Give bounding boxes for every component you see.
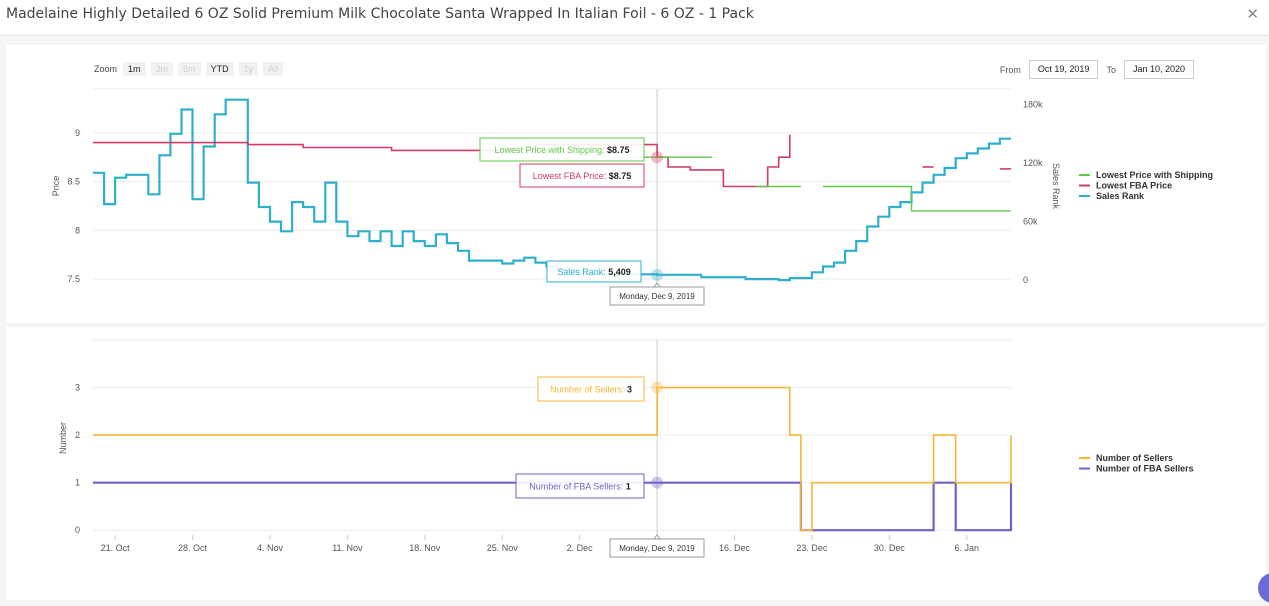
zoom-3m-button[interactable]: 3m <box>150 62 174 76</box>
page-title: Madelaine Highly Detailed 6 OZ Solid Pre… <box>6 6 754 22</box>
rank-hover-marker <box>651 268 664 281</box>
bottom-y-tick-label: 0 <box>75 525 80 535</box>
legend-item: Lowest Price with Shipping <box>1096 170 1213 180</box>
top-date-tooltip-pointer <box>653 282 661 288</box>
zoom-1m-button[interactable]: 1m <box>123 62 146 76</box>
close-icon[interactable]: ✕ <box>1246 6 1259 23</box>
x-tick-label: 28. Oct <box>178 543 208 553</box>
tooltip-sellers: Number of Sellers: 3 <box>537 376 645 402</box>
tooltip-fba-value: $8.75 <box>609 171 632 181</box>
tooltip-rank-box <box>546 260 642 283</box>
tooltip-rank-label: Sales Rank: <box>557 267 608 277</box>
tooltip-sellers-value: 3 <box>627 385 632 395</box>
top-y2-tick-label: 0 <box>1023 275 1028 285</box>
tooltip-sellers-box <box>537 376 645 402</box>
x-tick-label: 4. Nov <box>257 543 284 553</box>
top-y-tick-label: 8.5 <box>67 177 80 187</box>
tooltip-fba-text: Lowest FBA Price: $8.75 <box>533 171 632 181</box>
bottom-date-tooltip-pointer <box>653 534 661 540</box>
sellers-hover-marker <box>651 381 664 394</box>
fba-sellers-hover-marker <box>651 476 664 489</box>
top-date-tooltip: Monday, Dec 9, 2019 <box>609 282 705 306</box>
tooltip-shipping: Lowest Price with Shipping: $8.75 <box>479 137 645 162</box>
tooltip-shipping-box <box>479 137 645 162</box>
date-range: From Oct 19, 2019 To Jan 10, 2020 <box>992 60 1194 79</box>
fba-hover-marker <box>651 151 664 164</box>
bottom-date-tooltip: Monday, Dec 9, 2019 <box>609 534 705 558</box>
from-label: From <box>999 64 1021 75</box>
tooltip-sellers-label: Number of Sellers: <box>550 385 627 395</box>
bottom-y-tick-label: 2 <box>75 430 80 440</box>
x-tick-label: 25. Nov <box>487 543 519 553</box>
sales-rank-axis-label: Sales Rank <box>1051 163 1061 210</box>
x-tick-label: 11. Nov <box>332 543 363 553</box>
tooltip-rank: Sales Rank: 5,409 <box>546 260 642 283</box>
top-y-tick-label: 9 <box>75 128 80 138</box>
from-date-input[interactable]: Oct 19, 2019 <box>1028 60 1099 79</box>
top-y2-tick-label: 60k <box>1023 217 1038 227</box>
tooltip-fba-sellers-text: Number of FBA Sellers: 1 <box>529 482 631 492</box>
x-tick-label: 30. Dec <box>874 543 906 553</box>
tooltip-shipping-text: Lowest Price with Shipping: $8.75 <box>494 145 629 155</box>
to-label: To <box>1106 64 1116 75</box>
legend-item: Number of Sellers <box>1096 453 1173 463</box>
tooltip-shipping-label: Lowest Price with Shipping: <box>494 145 607 155</box>
x-tick-label: 23. Dec <box>796 543 828 553</box>
price-axis-label: Price <box>51 176 61 197</box>
x-tick-label: 6. Jan <box>954 543 979 553</box>
tooltip-fba-box <box>519 163 645 188</box>
bottom-y-tick-label: 3 <box>75 383 80 393</box>
zoom-all-button[interactable]: All <box>263 62 284 76</box>
bottom-y-tick-label: 1 <box>75 478 80 488</box>
tooltip-fba-sellers-value: 1 <box>626 482 631 492</box>
zoom-1y-button[interactable]: 1y <box>238 62 259 76</box>
tooltip-fba: Lowest FBA Price: $8.75 <box>519 163 645 188</box>
zoom-toolbar: Zoom 1m 3m 6m YTD 1y All <box>94 62 288 76</box>
chat-button[interactable] <box>1258 573 1269 603</box>
tooltip-fba-label: Lowest FBA Price: <box>533 171 609 181</box>
legend-item: Sales Rank <box>1096 191 1145 201</box>
sales-rank-line <box>93 98 1011 282</box>
top-y-tick-label: 7.5 <box>67 274 80 284</box>
bottom-chart: 0 1 2 3 Number 21. Oct 28. Oct 4. Nov 11. Nov 18.… <box>58 339 1194 553</box>
tooltip-fba-sellers: Number of FBA Sellers: 1 <box>515 473 645 499</box>
zoom-6m-button[interactable]: 6m <box>178 62 201 76</box>
tooltip-fba-sellers-label: Number of FBA Sellers: <box>529 482 626 492</box>
top-y2-tick-label: 180k <box>1023 100 1043 110</box>
number-axis-label: Number <box>58 422 68 454</box>
zoom-ytd-button[interactable]: YTD <box>205 62 234 76</box>
legend-item: Lowest FBA Price <box>1096 181 1172 191</box>
bottom-date-tooltip-text: Monday, Dec 9, 2019 <box>619 544 695 553</box>
tooltip-fba-sellers-box <box>515 473 645 499</box>
to-date-input[interactable]: Jan 10, 2020 <box>1123 60 1194 79</box>
x-tick-label: 21. Oct <box>101 543 131 553</box>
header: Madelaine Highly Detailed 6 OZ Solid Pre… <box>0 0 1269 36</box>
tooltip-rank-value: 5,409 <box>608 267 631 277</box>
tooltip-rank-text: Sales Rank: 5,409 <box>557 267 631 277</box>
x-tick-label: 2. Dec <box>567 543 594 553</box>
zoom-label: Zoom <box>94 64 118 74</box>
legend-item: Number of FBA Sellers <box>1096 464 1194 474</box>
top-date-tooltip-text: Monday, Dec 9, 2019 <box>619 292 695 301</box>
tooltip-sellers-text: Number of Sellers: 3 <box>550 385 632 395</box>
lowest-price-shipping-line <box>823 185 1011 212</box>
lowest-fba-price-line <box>93 134 791 188</box>
top-y-tick-label: 8 <box>75 225 80 235</box>
sellers-line <box>93 386 1012 531</box>
x-tick-label: 16. Dec <box>719 543 751 553</box>
tooltip-shipping-value: $8.75 <box>607 145 630 155</box>
x-tick-label: 18. Nov <box>409 543 441 553</box>
top-y2-tick-label: 120k <box>1023 158 1043 168</box>
